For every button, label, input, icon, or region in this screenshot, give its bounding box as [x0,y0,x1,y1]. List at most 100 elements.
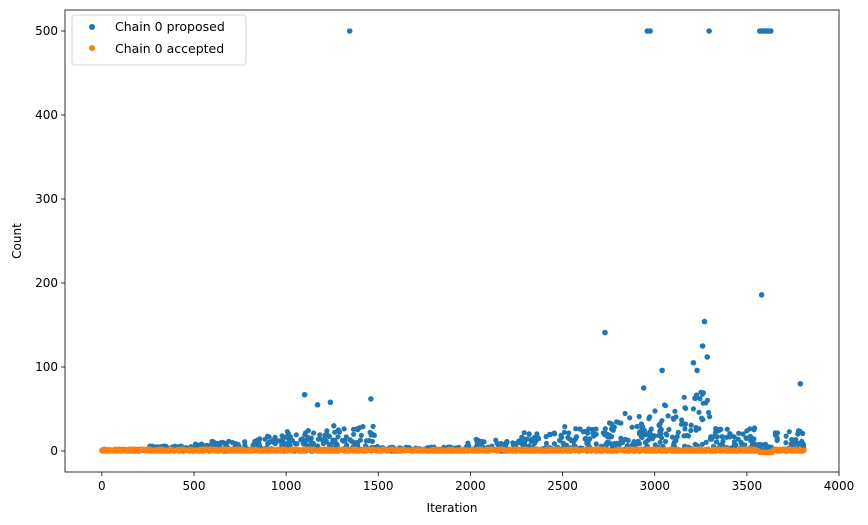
proposed-point [294,441,300,447]
proposed-point [336,429,343,435]
proposed-point [302,432,308,438]
proposed-point [720,438,726,444]
proposed-point [692,395,698,402]
proposed-point [681,394,687,400]
proposed-point [652,408,658,414]
proposed-point [688,422,694,428]
proposed-point [323,431,330,437]
proposed-point [326,441,332,447]
proposed-point [214,440,220,446]
proposed-point [262,436,268,442]
proposed-point [751,436,757,442]
proposed-point [242,439,248,445]
proposed-point [280,435,286,442]
proposed-point [664,432,670,438]
proposed-point [699,415,705,421]
legend-box [71,14,247,66]
proposed-point [569,438,575,444]
legend-label-accepted: Chain 0 accepted [115,41,224,56]
proposed-point [560,440,566,446]
proposed-point [698,389,704,395]
proposed-point [762,442,768,448]
proposed-point [351,431,357,437]
proposed-point [713,439,720,445]
x-tick-label: 3000 [639,479,670,493]
proposed-point [656,423,663,429]
proposed-point [747,433,754,439]
proposed-point [308,439,314,445]
proposed-point [317,432,323,438]
x-axis-ticks: 0 500 1000 1500 2000 2500 3000 3500 4000 [98,472,854,493]
x-tick-label: 500 [183,479,206,493]
proposed-point [304,436,310,443]
proposed-point [566,430,572,436]
proposed-point [791,439,797,445]
proposed-point [314,443,321,449]
proposed-point [659,435,665,441]
proposed-point [230,439,236,446]
proposed-point [526,431,532,437]
proposed-point [707,414,713,420]
proposed-point [783,440,789,446]
proposed-point [577,426,583,432]
proposed-point [266,439,272,445]
proposed-point [634,423,640,430]
proposed-point [690,360,697,366]
proposed-point [602,329,608,336]
proposed-point [696,409,702,415]
x-tick-label: 2500 [547,479,578,493]
proposed-point [724,434,730,440]
proposed-point [534,431,540,437]
legend-label-proposed: Chain 0 proposed [115,19,225,34]
proposed-point [602,432,608,438]
proposed-point [315,436,321,442]
proposed-point [330,438,336,444]
proposed-point [731,434,737,440]
proposed-point [669,434,676,440]
proposed-point [699,343,706,349]
proposed-point [712,430,719,436]
proposed-point [681,433,687,439]
proposed-point [622,410,628,417]
proposed-point [629,424,635,430]
proposed-point [694,367,700,374]
proposed-point [688,427,694,434]
proposed-point [479,438,485,444]
proposed-point [786,429,792,435]
proposed-point [287,434,293,440]
proposed-point [614,419,620,425]
proposed-point [706,409,712,416]
proposed-point [293,432,299,438]
proposed-point [658,431,664,437]
proposed-point [358,432,364,438]
proposed-point [357,437,363,443]
proposed-point [783,433,789,439]
proposed-point [272,437,278,444]
proposed-point [583,435,589,441]
proposed-point [607,432,613,438]
proposed-point [208,442,214,448]
proposed-point [602,426,609,432]
x-tick-label: 4000 [824,479,855,493]
proposed-point [714,434,720,440]
proposed-point [314,402,321,408]
proposed-point [520,442,526,448]
proposed-point [528,438,534,444]
proposed-point [799,438,805,444]
proposed-point [627,415,633,421]
proposed-point [670,415,676,421]
x-axis-title: Iteration [427,501,478,515]
proposed-point [587,436,593,442]
proposed-point [279,440,285,446]
proposed-point [674,434,680,440]
proposed-point [733,442,739,448]
proposed-point [593,441,599,447]
proposed-point [286,441,292,447]
x-tick-label: 3500 [732,479,763,493]
y-tick-label: 100 [35,360,58,374]
proposed-point [661,402,668,408]
x-tick-label: 0 [98,479,106,493]
proposed-point [548,431,554,437]
proposed-point [751,425,758,431]
